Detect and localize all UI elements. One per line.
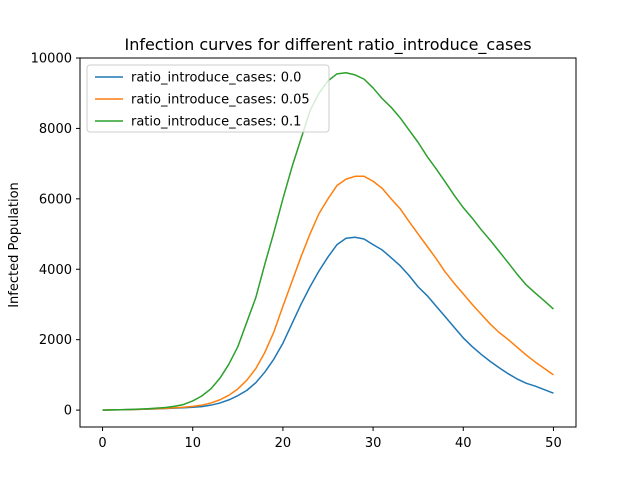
legend-label-1: ratio_introduce_cases: 0.05 xyxy=(131,93,310,108)
x-tick-label-4: 40 xyxy=(455,436,472,451)
x-tick-label-5: 50 xyxy=(545,436,562,451)
y-tick-label-0: 0 xyxy=(64,404,72,419)
y-tick-label-5: 10000 xyxy=(31,52,72,67)
x-tick-label-3: 30 xyxy=(365,436,382,451)
y-tick-label-2: 4000 xyxy=(39,263,72,278)
legend: ratio_introduce_cases: 0.0 ratio_introduc… xyxy=(86,64,330,133)
y-tick-label-3: 6000 xyxy=(39,192,72,207)
legend-label-2: ratio_introduce_cases: 0.1 xyxy=(131,115,301,130)
y-axis-ticks: 0 2000 4000 6000 8000 10000 xyxy=(31,52,80,419)
chart-title: Infection curves for different ratio_int… xyxy=(124,35,531,55)
y-axis-label: Infected Population xyxy=(7,182,22,308)
plot-frame xyxy=(79,57,577,428)
x-tick-label-2: 20 xyxy=(275,436,292,451)
series-line-0 xyxy=(102,236,554,411)
x-tick-label-1: 10 xyxy=(184,436,201,451)
y-tick-label-4: 8000 xyxy=(39,122,72,137)
x-axis-ticks: 0 10 20 30 40 50 xyxy=(98,427,562,451)
series-line-1 xyxy=(102,175,554,411)
x-tick-label-0: 0 xyxy=(98,436,106,451)
legend-box xyxy=(86,64,330,133)
y-tick-label-1: 2000 xyxy=(39,333,72,348)
legend-label-0: ratio_introduce_cases: 0.0 xyxy=(131,71,301,86)
